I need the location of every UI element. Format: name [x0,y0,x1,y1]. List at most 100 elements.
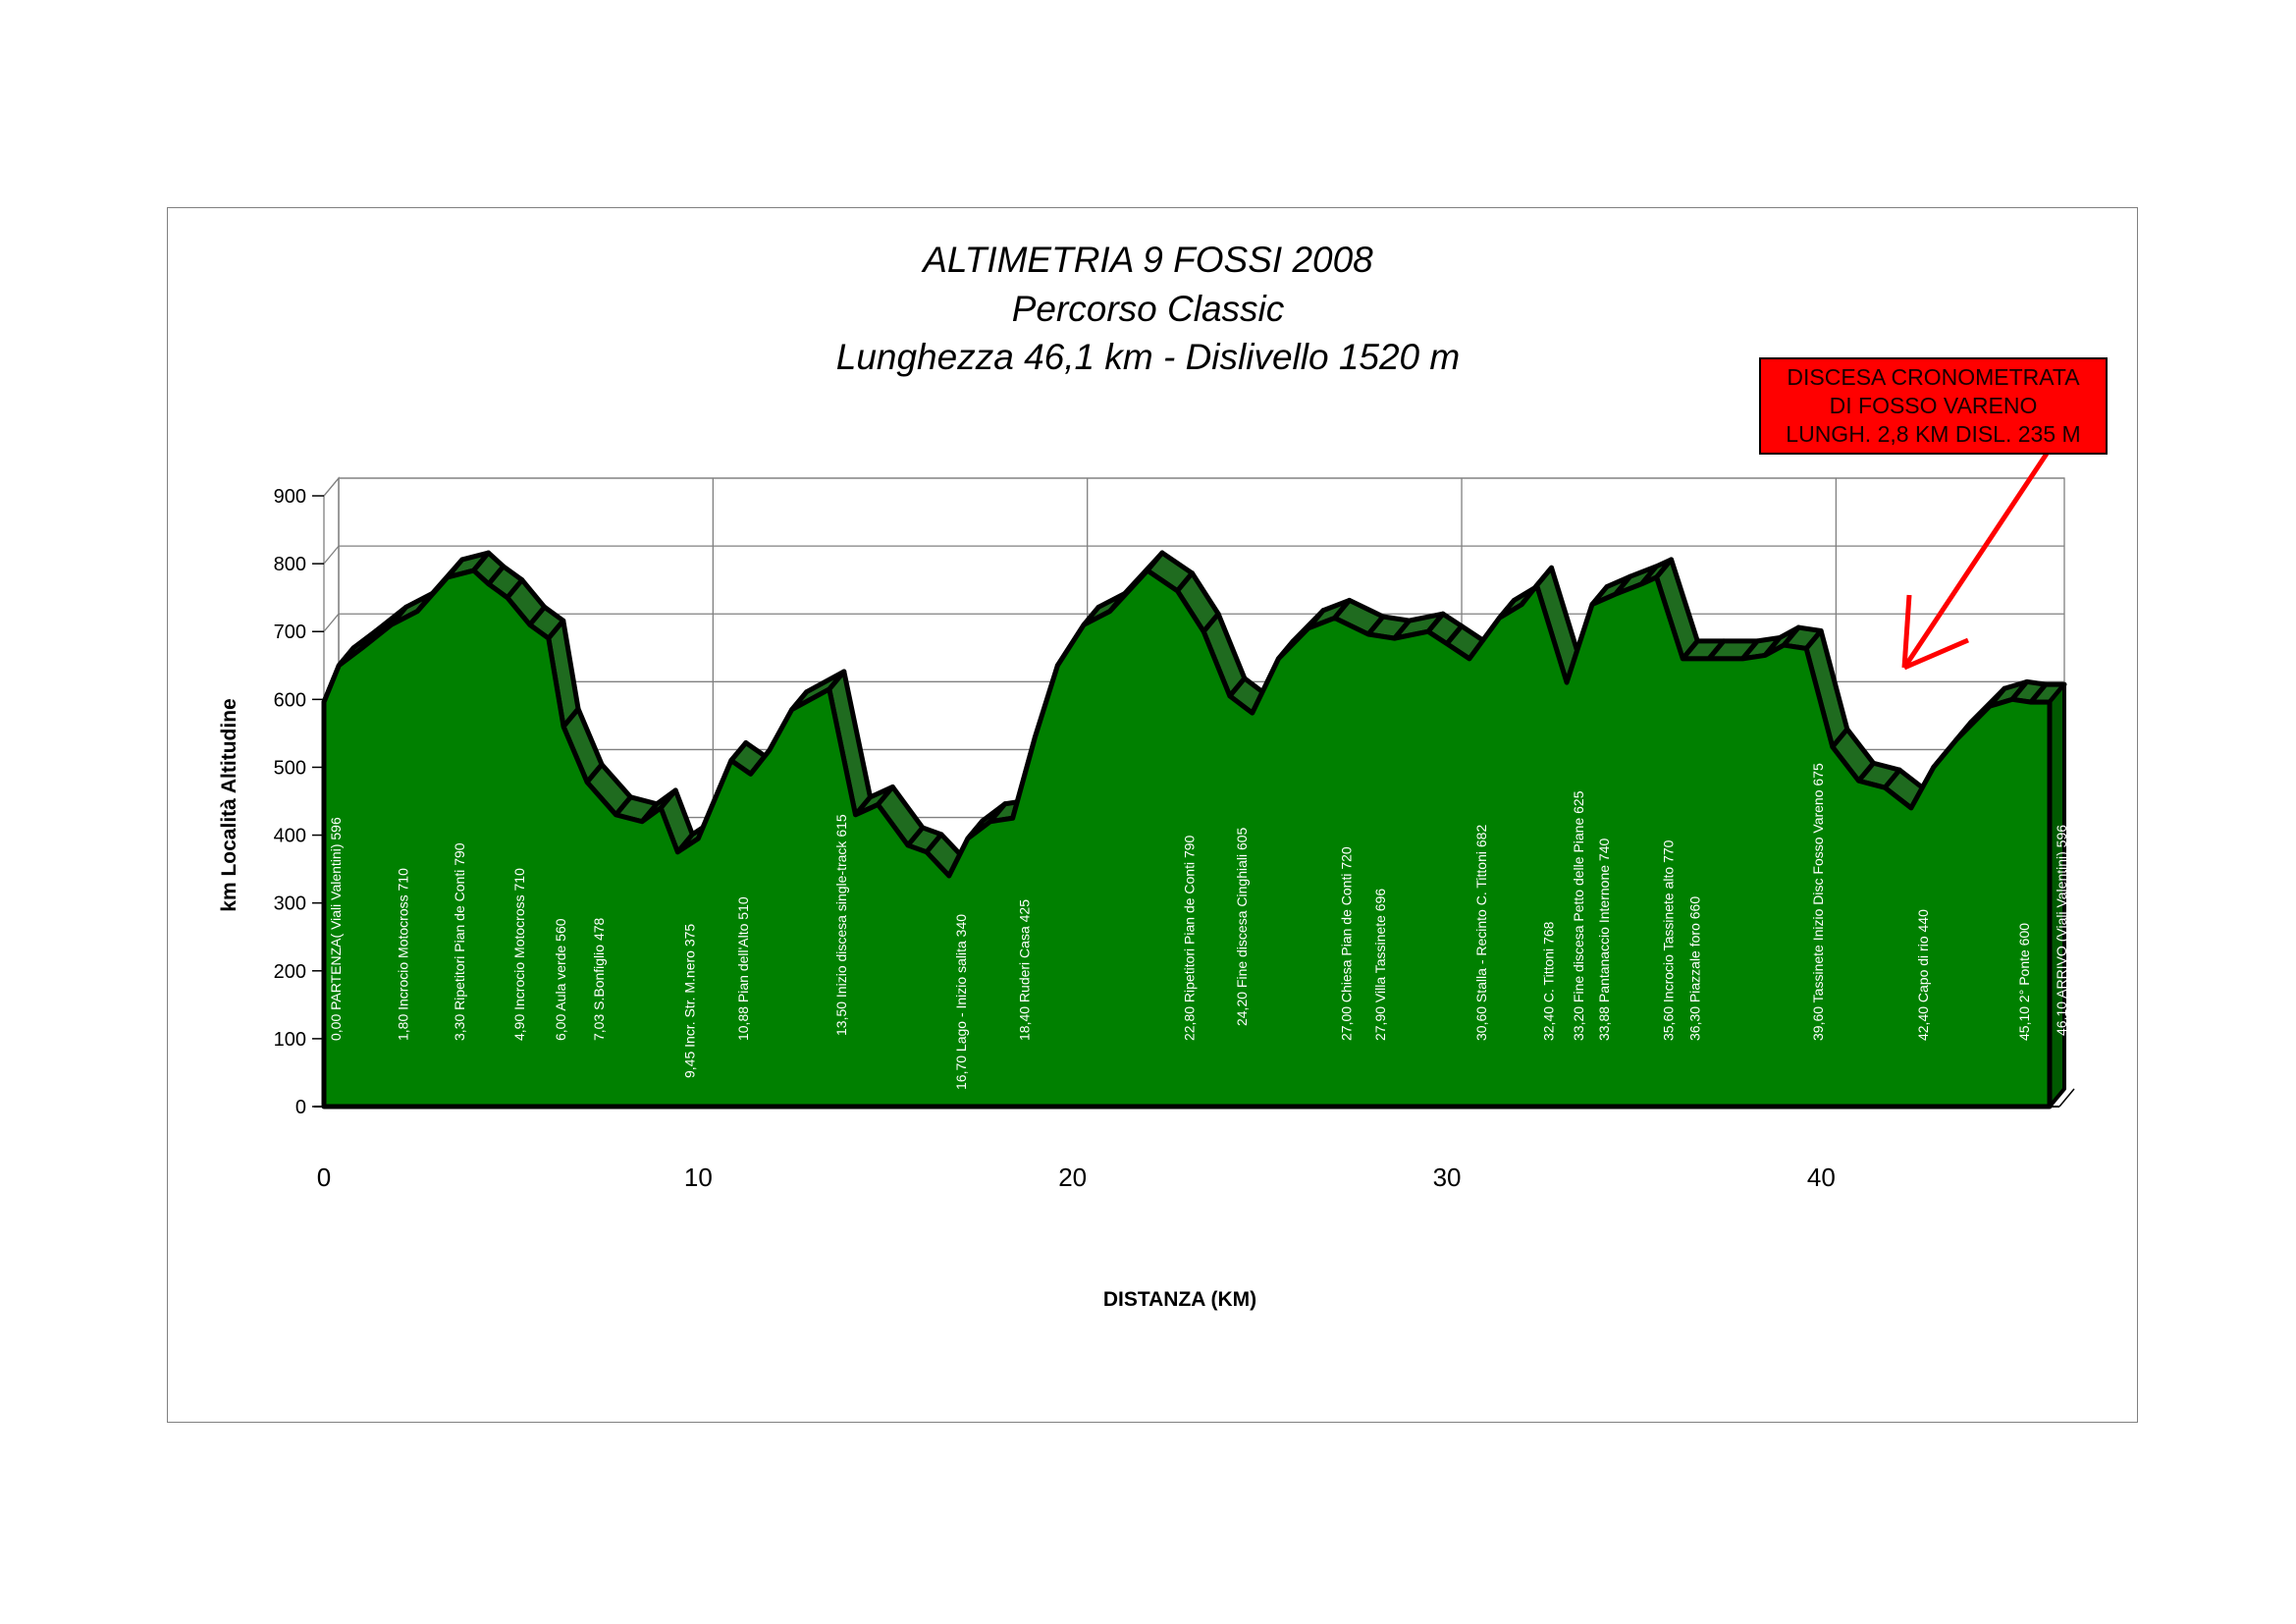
y-gridline-depth [323,477,340,497]
profile-point [1082,623,1086,626]
x-tick-label: 0 [317,1163,331,1192]
location-label: 9,45 Incr. Str. M.nero 375 [681,924,697,1078]
y-axis-title: km Località Altitudine [218,698,240,911]
x-tick-label: 20 [1058,1163,1087,1192]
profile-point [729,759,733,763]
profile-point [876,802,880,806]
profile-point [322,700,326,704]
profile-point [988,820,992,824]
profile-point [1655,575,1659,579]
profile-point [1590,603,1594,607]
profile-point [1707,657,1711,661]
location-label: 32,40 C. Tittoni 768 [1541,921,1557,1041]
profile-point [528,623,532,626]
profile-point [1011,816,1015,820]
profile-point [640,820,644,824]
profile-point [1426,629,1430,633]
callout-line-3: LUNGH. 2,8 KM DISL. 235 M [1786,421,2081,447]
location-label: 35,60 Incrocio Tassinete alto 770 [1661,839,1677,1041]
profile-point [1614,592,1618,596]
profile-point [1909,806,1913,810]
callout-arrow-head-right [1903,637,1969,671]
y-tick-label: 100 [274,1029,306,1051]
location-label: 16,70 Lago - Inizio salita 340 [953,914,969,1090]
profile-point [2010,697,2014,701]
profile-point [749,772,753,776]
callout-line-2: DI FOSSO VARENO [1829,393,2038,418]
y-tick-label: 800 [274,554,306,575]
chart-title: ALTIMETRIA 9 FOSSI 2008 [923,240,1373,280]
profile-point [768,748,772,752]
profile-point [1251,711,1255,715]
location-label: 6,00 Aula verde 560 [553,918,568,1041]
location-label: 30,60 Stalla - Recinto C. Tittoni 682 [1473,825,1489,1041]
profile-point [1639,582,1643,586]
profile-point [1763,653,1767,657]
profile-point [947,874,951,878]
profile-point [506,596,509,600]
profile-point [659,806,663,810]
profile-point [1857,779,1861,783]
profile-point [1782,643,1786,647]
profile-point [1445,642,1449,646]
profile-point [1055,664,1059,668]
location-label: 33,20 Fine discesa Petto delle Piane 625 [1571,790,1586,1041]
profile-point [1535,583,1539,587]
location-label: 13,50 Inizio discesa single-track 615 [833,814,849,1036]
location-label: 45,10 2° Ponte 600 [2016,923,2032,1041]
timed-descent-callout: DISCESA CRONOMETRATA DI FOSSO VARENO LUN… [1759,357,2108,455]
profile-point [1804,647,1808,650]
profile-point [1954,738,1958,742]
profile-point [790,708,794,712]
location-label: 1,80 Incrocio Motocross 710 [396,868,411,1041]
x-tick-label: 10 [684,1163,713,1192]
profile-point [1468,657,1471,661]
profile-point [1831,745,1835,749]
profile-point [337,664,341,668]
y-gridline-depth [323,613,340,632]
x-tick-label: 40 [1807,1163,1836,1192]
profile-point [1393,636,1397,640]
chart-subtitle: Percorso Classic [1011,289,1285,329]
profile-point [854,813,858,817]
profile-point [1333,616,1337,620]
profile-point [585,781,589,785]
profile-point [675,850,679,854]
x-axis-title: DISTANZA (KM) [1103,1288,1256,1311]
profile-point [1497,616,1501,620]
profile-point [696,837,700,840]
location-label: 27,00 Chiesa Pian de Conti 720 [1339,846,1355,1041]
y-tick-label: 400 [274,826,306,847]
profile-point [1520,603,1523,607]
location-label: 22,80 Ripetitori Pian de Conti 790 [1181,835,1197,1041]
profile-point [472,568,476,572]
location-label: 36,30 Piazzale foro 660 [1686,896,1702,1041]
y-tick-label: 600 [274,689,306,711]
location-label: 33,88 Pantanaccio Internone 740 [1596,839,1612,1041]
profile-point [1146,568,1149,572]
profile-point [547,636,551,640]
y-tick-label: 900 [274,486,306,508]
profile-point [1108,609,1112,613]
profile-point [925,850,929,854]
profile-point [1883,785,1887,789]
y-gridline-depth [323,545,340,565]
profile-point [1932,765,1936,769]
callout-line-1: DISCESA CRONOMETRATA [1787,364,2080,390]
y-tick-label: 300 [274,893,306,915]
profile-point [828,687,831,691]
profile-point [561,725,565,729]
location-label: 4,90 Incrocio Motocross 710 [511,868,527,1041]
profile-point [1175,589,1179,593]
profile-point [1201,629,1205,633]
location-label: 42,40 Capo di rio 440 [1915,909,1931,1041]
profile-point [487,582,491,586]
chart-subtitle-length: Lunghezza 46,1 km - Dislivello 1520 m [835,337,1461,377]
profile-point [1034,734,1038,738]
y-tick-label: 700 [274,622,306,643]
callout-arrow [1901,452,2050,671]
profile-point [1565,680,1569,684]
profile-point [1276,657,1280,661]
profile-point [1307,626,1310,630]
